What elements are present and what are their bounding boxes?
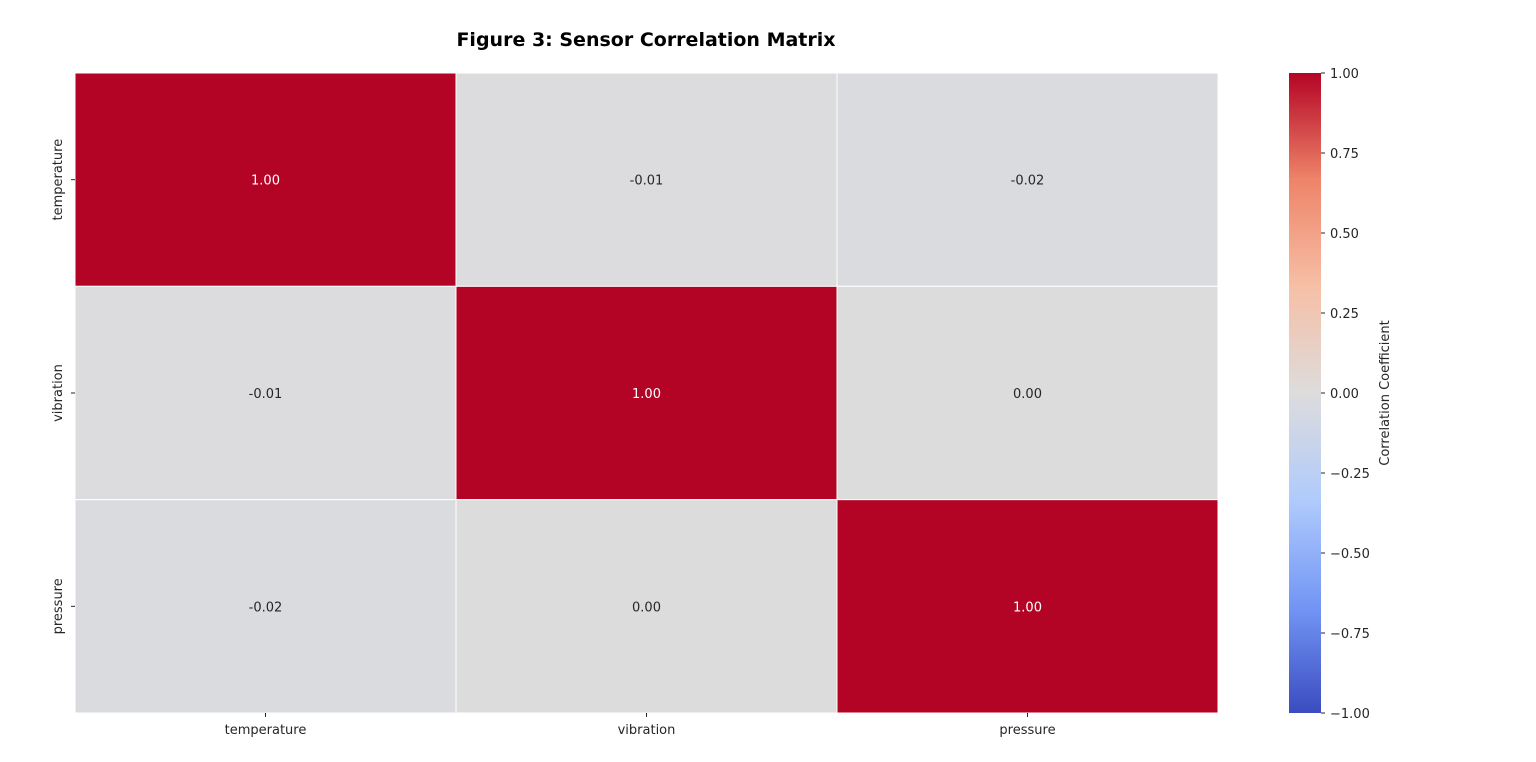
x-tick-label: temperature — [225, 723, 307, 738]
cell-value-label: -0.01 — [630, 174, 664, 189]
y-tick-label: temperature — [51, 139, 66, 221]
heatmap-grid: 1.00 -0.01 -0.02 -0.01 1.00 0.00 -0.02 0.00 1.00 — [74, 72, 1219, 714]
colorbar: 1.00 0.75 0.50 0.25 0.00 −0.25 −0.50 −0.75 −1.00… — [1289, 67, 1393, 722]
heatmap-cell — [836, 285, 1219, 501]
cell-value-label: -0.02 — [249, 600, 283, 615]
colorbar-ticks: 1.00 0.75 0.50 0.25 0.00 −0.25 −0.50 −0.75 −1.00 — [1321, 67, 1370, 722]
colorbar-tick-label: 0.75 — [1330, 147, 1359, 162]
colorbar-tick-label: 1.00 — [1330, 67, 1359, 82]
y-axis: temperature vibration pressure — [51, 139, 75, 634]
x-tick-label: pressure — [999, 723, 1055, 738]
chart-title: Figure 3: Sensor Correlation Matrix — [456, 29, 835, 51]
x-axis: temperature vibration pressure — [225, 713, 1056, 738]
cell-value-label: 1.00 — [251, 174, 280, 189]
colorbar-tick-label: −1.00 — [1330, 707, 1370, 722]
colorbar-tick-label: −0.50 — [1330, 547, 1370, 562]
cell-value-label: -0.02 — [1011, 174, 1045, 189]
cell-value-label: 1.00 — [632, 387, 661, 402]
x-tick-label: vibration — [618, 723, 676, 738]
y-tick-label: vibration — [51, 364, 66, 422]
heatmap-cell — [74, 285, 457, 501]
cell-value-label: 0.00 — [1013, 387, 1042, 402]
heatmap-cell — [455, 285, 838, 501]
colorbar-label: Correlation Coefficient — [1378, 320, 1393, 466]
heatmap-cell — [455, 499, 838, 714]
colorbar-tick-label: 0.25 — [1330, 307, 1359, 322]
heatmap-cell — [74, 72, 457, 287]
heatmap-cell — [836, 72, 1219, 287]
y-tick-label: pressure — [51, 578, 66, 634]
cell-value-label: 1.00 — [1013, 600, 1042, 615]
cell-value-label: -0.01 — [249, 387, 283, 402]
heatmap-cell — [455, 72, 838, 287]
heatmap-cell — [74, 499, 457, 714]
cell-value-label: 0.00 — [632, 600, 661, 615]
colorbar-gradient — [1289, 73, 1321, 713]
colorbar-tick-label: 0.50 — [1330, 227, 1359, 242]
colorbar-tick-label: −0.25 — [1330, 467, 1370, 482]
colorbar-tick-label: 0.00 — [1330, 387, 1359, 402]
colorbar-tick-label: −0.75 — [1330, 627, 1370, 642]
